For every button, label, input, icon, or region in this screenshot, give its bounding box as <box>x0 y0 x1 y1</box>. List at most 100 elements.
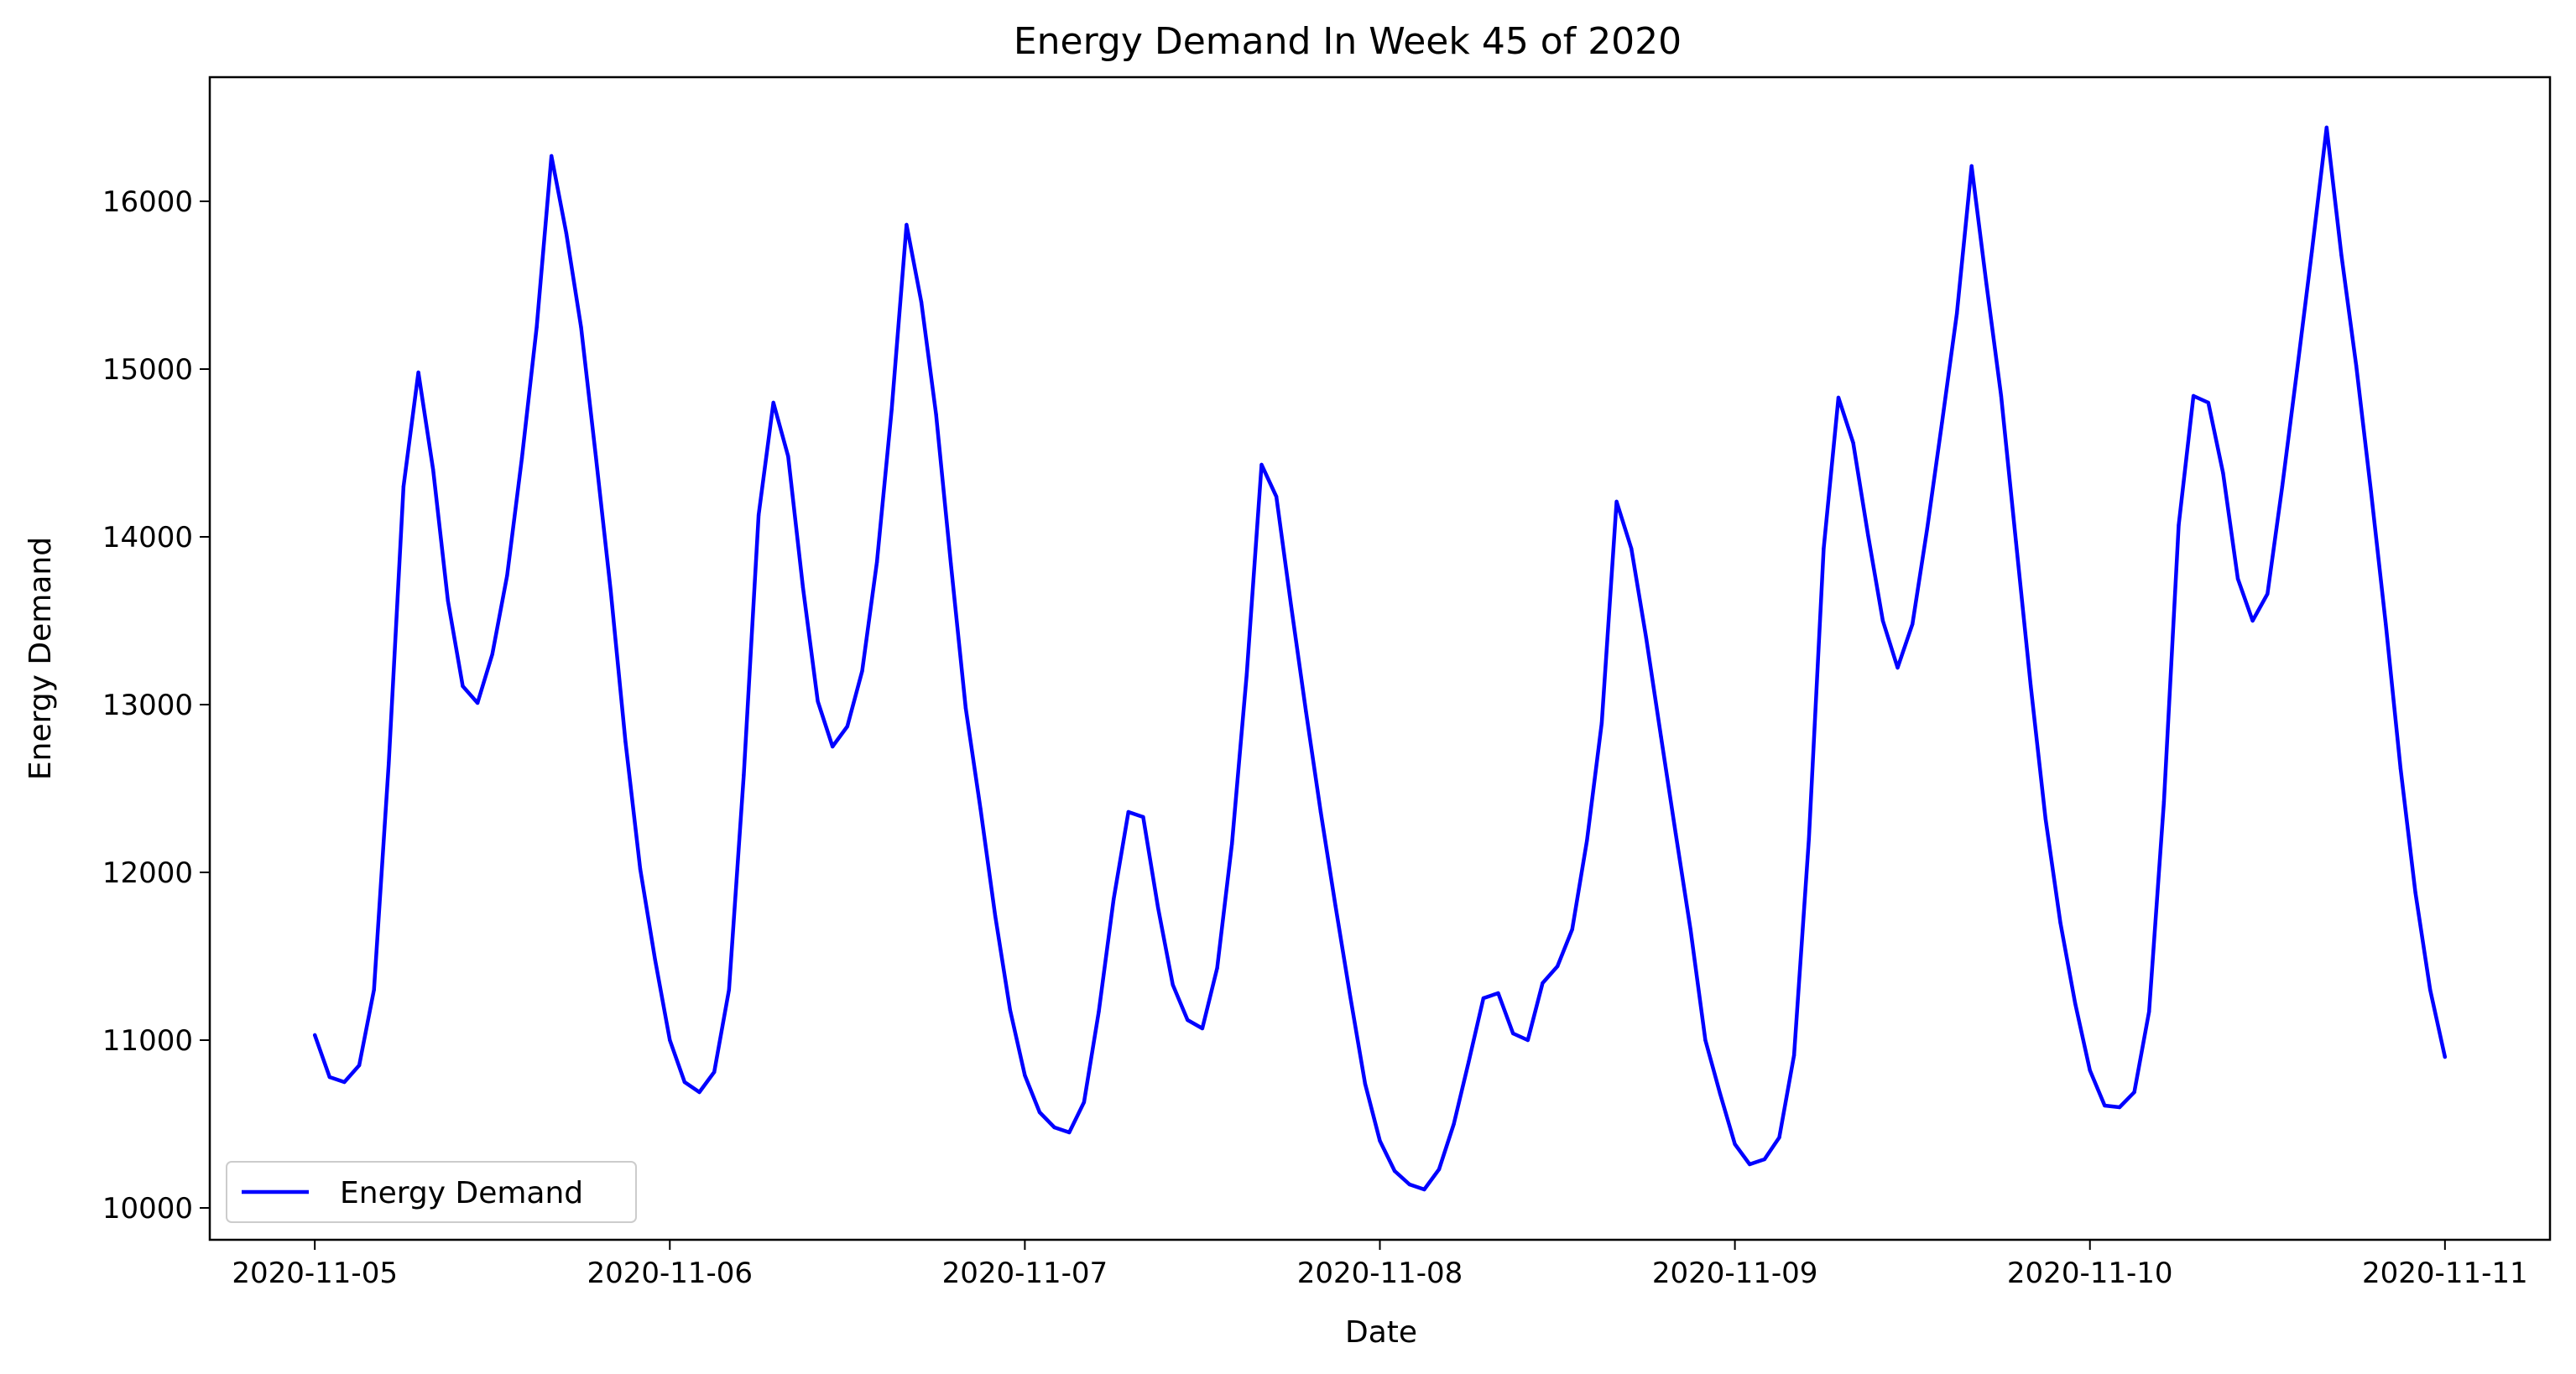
data-point <box>564 231 569 236</box>
x-axis-label: Date <box>1345 1315 1417 1350</box>
data-point <box>1969 164 1974 169</box>
data-point <box>2177 523 2181 528</box>
data-point <box>2147 1009 2151 1014</box>
data-point <box>1673 831 1678 836</box>
data-point <box>786 454 790 459</box>
x-tick-label: 2020-11-07 <box>942 1257 1108 1290</box>
y-tick-label: 11000 <box>102 1024 193 1058</box>
data-point <box>1541 981 1545 986</box>
data-point <box>2117 1105 2122 1110</box>
energy-demand-line <box>312 125 2448 1192</box>
data-point <box>550 154 554 159</box>
data-point <box>2058 920 2062 925</box>
data-point <box>1851 440 1855 445</box>
data-point <box>1215 965 1219 971</box>
data-point <box>623 739 628 744</box>
data-point <box>519 455 524 461</box>
data-point <box>1481 996 1486 1001</box>
data-point <box>2310 249 2314 254</box>
data-point <box>889 407 894 412</box>
data-point <box>2295 368 2299 373</box>
data-point <box>816 699 820 704</box>
data-point <box>2369 489 2373 494</box>
data-point <box>1940 420 1944 425</box>
x-tick-label: 2020-11-09 <box>1652 1257 1818 1290</box>
data-point <box>2043 816 2047 821</box>
data-point <box>534 325 539 330</box>
data-point <box>2324 125 2328 130</box>
x-tick-label: 2020-11-08 <box>1297 1257 1463 1290</box>
data-point <box>1008 1007 1013 1012</box>
data-point <box>1082 1100 1087 1105</box>
data-point <box>1333 903 1338 908</box>
data-point <box>668 1038 672 1043</box>
data-point <box>771 400 775 405</box>
data-point <box>2206 400 2210 405</box>
data-point <box>963 705 968 710</box>
data-point <box>357 1063 362 1068</box>
data-point <box>1644 635 1649 640</box>
data-point <box>860 669 864 674</box>
data-point <box>1407 1182 1412 1187</box>
data-point <box>2413 890 2417 895</box>
data-point <box>1363 1081 1368 1086</box>
data-point <box>2088 1068 2092 1073</box>
legend: Energy Demand <box>226 1161 637 1223</box>
data-point <box>1925 526 1929 531</box>
y-tick-label: 12000 <box>102 856 193 890</box>
data-point <box>2132 1090 2136 1095</box>
data-point <box>387 761 391 766</box>
data-point <box>727 987 731 992</box>
y-tick-label: 10000 <box>102 1192 193 1226</box>
data-point <box>682 1080 687 1085</box>
data-point <box>431 467 435 472</box>
data-point <box>313 1033 317 1038</box>
data-point <box>712 1070 717 1075</box>
y-axis-ticks: 10000 11000 12000 13000 14000 15000 16000 <box>102 185 210 1226</box>
data-point <box>490 652 494 657</box>
data-point <box>2428 987 2433 992</box>
data-points <box>313 125 2447 1192</box>
data-point <box>475 700 480 705</box>
data-point <box>2339 252 2344 258</box>
y-tick-label: 14000 <box>102 521 193 554</box>
data-point <box>1244 672 1249 677</box>
plot-area-frame <box>208 75 2552 1241</box>
x-tick-label: 2020-11-11 <box>2362 1257 2528 1290</box>
y-tick-label: 16000 <box>102 185 193 219</box>
data-point <box>1718 1091 1723 1096</box>
data-point <box>653 957 657 962</box>
data-point <box>1822 546 1826 551</box>
data-point <box>2398 766 2403 771</box>
data-point <box>372 987 376 992</box>
data-point <box>505 573 509 578</box>
data-point <box>2354 363 2359 368</box>
data-point <box>742 773 746 778</box>
data-point <box>327 1075 331 1080</box>
data-point <box>1496 991 1500 996</box>
data-point <box>1659 734 1663 739</box>
data-point <box>949 561 953 566</box>
data-point <box>845 724 849 729</box>
data-point <box>1304 709 1308 714</box>
y-axis-label: Energy Demand <box>23 537 58 780</box>
data-point <box>1112 897 1116 902</box>
data-point <box>2221 471 2225 476</box>
data-point <box>1836 395 1841 400</box>
data-point <box>1762 1157 1767 1162</box>
data-point <box>1452 1122 1456 1127</box>
data-point <box>638 867 643 872</box>
data-point <box>831 744 835 749</box>
data-point <box>1037 1110 1042 1115</box>
data-point <box>2161 799 2167 804</box>
data-point <box>2235 576 2240 581</box>
data-point <box>1807 836 1811 841</box>
data-point <box>1023 1073 1027 1078</box>
data-point <box>1866 533 1870 538</box>
data-point <box>1570 927 1574 932</box>
data-point <box>1880 618 1885 623</box>
data-point <box>1954 311 1959 316</box>
legend-label: Energy Demand <box>340 1176 583 1210</box>
x-tick-label: 2020-11-05 <box>232 1257 398 1290</box>
